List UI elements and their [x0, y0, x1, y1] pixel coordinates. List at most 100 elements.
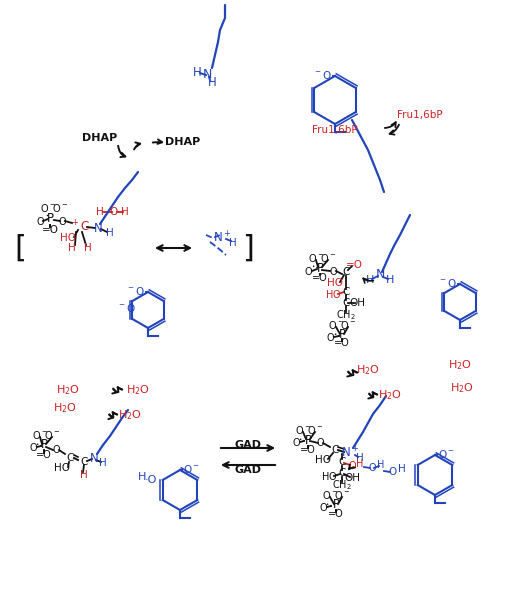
Text: HO: HO	[54, 463, 70, 473]
Text: H: H	[192, 67, 201, 79]
Text: =O: =O	[299, 445, 315, 455]
Text: H: H	[356, 459, 363, 469]
Text: P: P	[332, 499, 339, 511]
Text: C: C	[331, 445, 338, 455]
Text: H$_2$O: H$_2$O	[53, 401, 77, 415]
Text: H: H	[137, 472, 146, 482]
Text: Fru1,6bP: Fru1,6bP	[312, 125, 357, 135]
Text: N$^+$: N$^+$	[340, 445, 359, 461]
Text: C: C	[338, 468, 345, 478]
Text: $^-$O: $^-$O	[437, 277, 456, 289]
Text: P: P	[46, 211, 54, 224]
Text: GAD: GAD	[234, 465, 261, 475]
Text: O$^-$: O$^-$	[307, 424, 322, 436]
Text: O$^-$: O$^-$	[321, 489, 337, 501]
Text: HO: HO	[60, 233, 76, 243]
Text: H$_2$O: H$_2$O	[118, 408, 141, 422]
Text: H: H	[121, 207, 129, 217]
Text: H$_2$O: H$_2$O	[126, 383, 149, 397]
Text: N: N	[202, 68, 211, 82]
Text: HO: HO	[315, 455, 330, 465]
Text: N: N	[375, 269, 384, 281]
Text: O$^-$: O$^-$	[333, 489, 349, 501]
Text: H: H	[207, 76, 216, 88]
Text: O: O	[347, 461, 355, 471]
Text: O$^-$: O$^-$	[32, 429, 48, 441]
Text: C: C	[342, 287, 349, 297]
Text: ]: ]	[241, 233, 254, 263]
Text: =O: =O	[36, 450, 52, 460]
Text: C: C	[66, 453, 74, 463]
Text: C: C	[80, 457, 87, 467]
Text: C: C	[342, 267, 349, 277]
Text: C: C	[342, 298, 349, 308]
Text: H: H	[99, 458, 107, 468]
Text: H: H	[106, 228, 114, 238]
Text: Fru1,6bP: Fru1,6bP	[396, 110, 442, 120]
Text: O$^-$: O$^-$	[183, 463, 199, 475]
Text: [: [	[14, 233, 26, 263]
Text: P: P	[316, 262, 323, 275]
Text: H: H	[365, 275, 374, 285]
Text: $^+$C: $^+$C	[70, 220, 90, 235]
Text: O$^-$: O$^-$	[40, 202, 56, 214]
Text: =O: =O	[333, 338, 349, 348]
Text: O: O	[328, 472, 335, 482]
Text: =O: =O	[345, 260, 362, 270]
Text: H$_2$O: H$_2$O	[56, 383, 80, 397]
Text: O: O	[326, 333, 333, 343]
Text: H$_2$O: H$_2$O	[356, 363, 379, 377]
Text: GAD: GAD	[234, 440, 261, 450]
Text: O: O	[291, 438, 299, 448]
Text: O: O	[110, 207, 118, 217]
Text: H: H	[80, 470, 88, 480]
Text: DHAP: DHAP	[165, 137, 200, 147]
Text: O: O	[52, 445, 60, 455]
Text: O: O	[29, 443, 37, 453]
Text: DHAP: DHAP	[82, 133, 117, 143]
Text: H: H	[84, 243, 92, 253]
Text: OH: OH	[348, 298, 364, 308]
Text: H: H	[96, 207, 104, 217]
Text: O: O	[368, 463, 375, 473]
Text: H: H	[356, 453, 363, 463]
Text: P: P	[40, 439, 47, 451]
Text: O: O	[58, 217, 66, 227]
Text: O: O	[304, 267, 311, 277]
Text: H: H	[68, 243, 76, 253]
Text: H: H	[385, 275, 393, 285]
Text: OH: OH	[343, 473, 359, 483]
Text: O: O	[319, 503, 326, 513]
Text: O$^-$: O$^-$	[437, 448, 454, 460]
Text: HO: HO	[326, 278, 342, 288]
Text: =O: =O	[41, 225, 59, 235]
Text: ·O: ·O	[144, 475, 157, 485]
Text: O: O	[316, 438, 323, 448]
Text: H: H	[397, 464, 405, 474]
Text: $^-$O: $^-$O	[116, 302, 135, 314]
Text: O: O	[36, 217, 44, 227]
Text: O$^-$: O$^-$	[294, 424, 311, 436]
Text: P: P	[338, 329, 345, 341]
Text: O$^-$: O$^-$	[44, 429, 60, 441]
Text: CH$_2$: CH$_2$	[331, 478, 351, 492]
Text: C: C	[338, 457, 345, 467]
Text: O$^-$: O$^-$	[327, 319, 343, 331]
Text: O: O	[329, 267, 336, 277]
Text: H: H	[322, 472, 329, 482]
Text: =O: =O	[312, 273, 327, 283]
Text: H: H	[377, 460, 384, 470]
Text: =O: =O	[327, 509, 343, 519]
Text: P: P	[304, 433, 311, 446]
Text: O$^-$: O$^-$	[319, 252, 335, 264]
Text: O$^-$: O$^-$	[52, 202, 68, 214]
Text: H: H	[326, 290, 333, 300]
Text: $^-$O: $^-$O	[126, 285, 145, 297]
Text: N$^+$: N$^+$	[212, 230, 231, 245]
Text: H$_2$O: H$_2$O	[449, 381, 473, 395]
Text: O: O	[331, 290, 339, 300]
Text: N: N	[89, 451, 98, 464]
Text: O$^-$: O$^-$	[339, 319, 356, 331]
Text: N: N	[93, 221, 102, 235]
Text: O: O	[388, 467, 396, 477]
